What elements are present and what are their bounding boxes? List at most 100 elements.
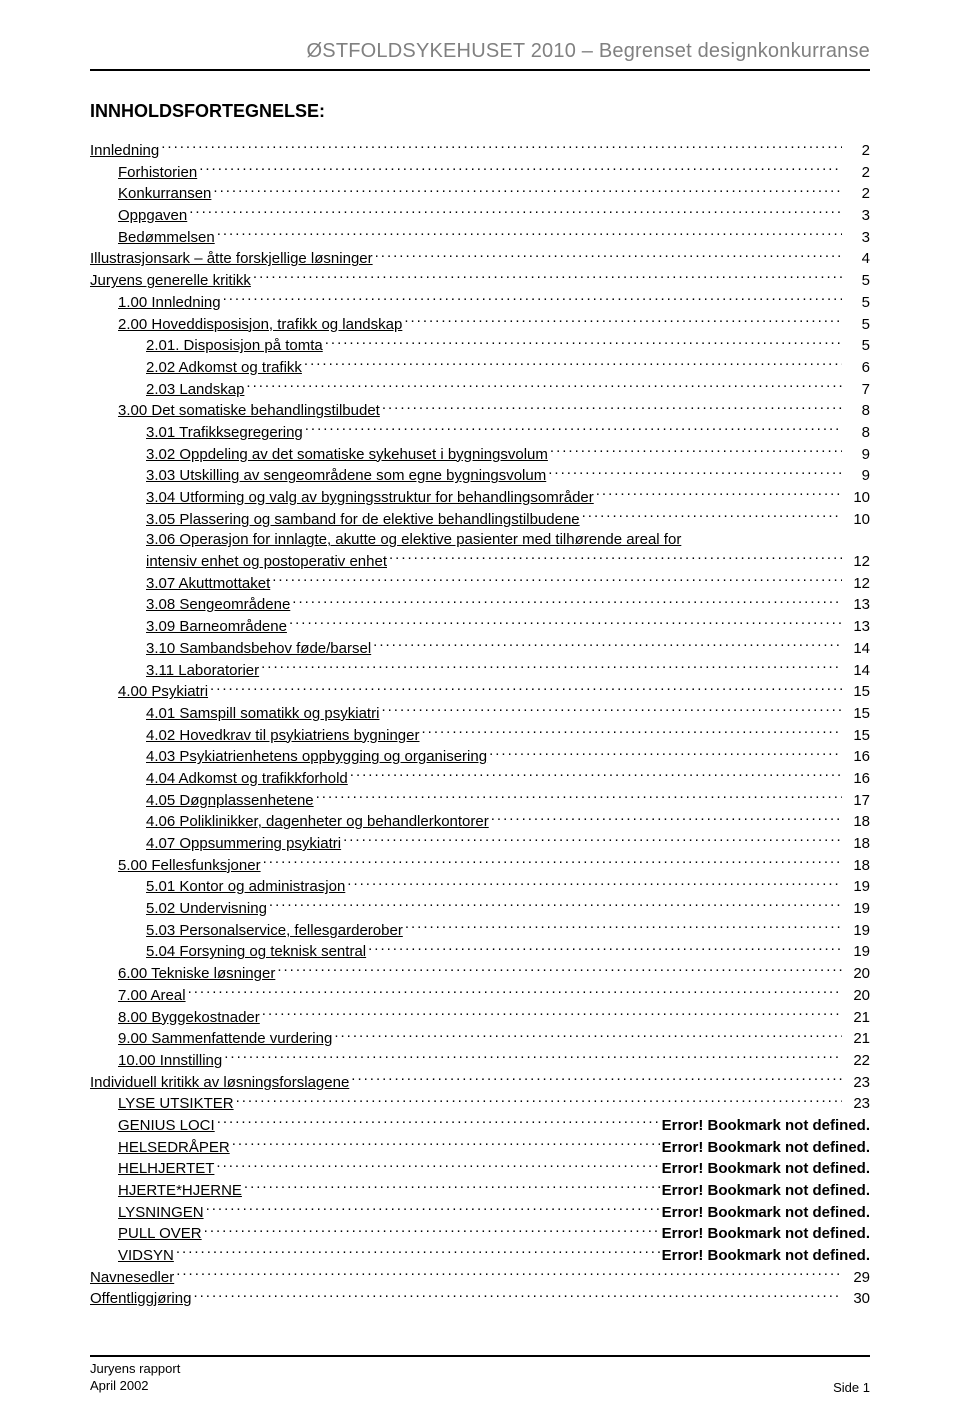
toc-entry-label[interactable]: 1.00 Innledning	[118, 293, 221, 314]
toc-entry-label[interactable]: 5.04 Forsyning og teknisk sentral	[146, 942, 366, 963]
toc-entry[interactable]: 3.11 Laboratorier14	[90, 660, 870, 682]
toc-entry-label[interactable]: Illustrasjonsark – åtte forskjellige løs…	[90, 249, 373, 270]
toc-entry[interactable]: 3.02 Oppdeling av det somatiske sykehuse…	[90, 444, 870, 466]
toc-entry[interactable]: Navnesedler29	[90, 1267, 870, 1289]
toc-entry-label[interactable]: 3.00 Det somatiske behandlingstilbudet	[118, 401, 380, 422]
toc-entry[interactable]: Innledning2	[90, 140, 870, 162]
toc-entry-label[interactable]: HELHJERTET	[118, 1159, 214, 1180]
toc-entry[interactable]: 3.00 Det somatiske behandlingstilbudet8	[90, 400, 870, 422]
toc-entry[interactable]: 4.00 Psykiatri15	[90, 681, 870, 703]
toc-entry-label[interactable]: 3.08 Sengeområdene	[146, 595, 290, 616]
toc-entry[interactable]: 4.03 Psykiatrienhetens oppbygging og org…	[90, 746, 870, 768]
toc-entry[interactable]: 4.04 Adkomst og trafikkforhold16	[90, 768, 870, 790]
toc-entry-label[interactable]: 3.09 Barneområdene	[146, 617, 287, 638]
toc-entry-label[interactable]: 3.10 Sambandsbehov føde/barsel	[146, 639, 371, 660]
toc-entry[interactable]: 3.07 Akuttmottaket12	[90, 573, 870, 595]
toc-entry[interactable]: 3.06 Operasjon for innlagte, akutte og e…	[90, 530, 870, 551]
toc-entry[interactable]: 7.00 Areal20	[90, 985, 870, 1007]
toc-entry-label[interactable]: Individuell kritikk av løsningsforslagen…	[90, 1073, 349, 1094]
toc-entry[interactable]: 5.03 Personalservice, fellesgarderober19	[90, 920, 870, 942]
toc-entry[interactable]: 5.00 Fellesfunksjoner18	[90, 855, 870, 877]
toc-entry-label[interactable]: 2.03 Landskap	[146, 380, 244, 401]
toc-entry[interactable]: 3.10 Sambandsbehov føde/barsel14	[90, 638, 870, 660]
toc-entry[interactable]: 4.07 Oppsummering psykiatri18	[90, 833, 870, 855]
toc-entry[interactable]: Individuell kritikk av løsningsforslagen…	[90, 1072, 870, 1094]
toc-entry[interactable]: 3.04 Utforming og valg av bygningsstrukt…	[90, 487, 870, 509]
toc-entry-label[interactable]: 5.00 Fellesfunksjoner	[118, 856, 261, 877]
toc-entry[interactable]: 3.08 Sengeområdene13	[90, 594, 870, 616]
toc-entry-label[interactable]: 10.00 Innstilling	[118, 1051, 222, 1072]
toc-entry-label[interactable]: PULL OVER	[118, 1224, 202, 1245]
toc-entry-label[interactable]: GENIUS LOCI	[118, 1116, 215, 1137]
toc-entry-label[interactable]: 4.06 Poliklinikker, dagenheter og behand…	[146, 812, 489, 833]
toc-entry-label[interactable]: 4.02 Hovedkrav til psykiatriens bygninge…	[146, 726, 419, 747]
toc-entry[interactable]: 8.00 Byggekostnader21	[90, 1007, 870, 1029]
toc-entry[interactable]: 4.05 Døgnplassenhetene17	[90, 790, 870, 812]
toc-entry-label[interactable]: 4.00 Psykiatri	[118, 682, 208, 703]
toc-entry-label[interactable]: 5.01 Kontor og administrasjon	[146, 877, 345, 898]
toc-entry-label[interactable]: Innledning	[90, 141, 159, 162]
toc-entry[interactable]: 5.04 Forsyning og teknisk sentral19	[90, 941, 870, 963]
toc-entry-label[interactable]: Oppgaven	[118, 206, 187, 227]
toc-entry[interactable]: LYSNINGENError! Bookmark not defined.	[90, 1202, 870, 1224]
toc-entry[interactable]: 1.00 Innledning5	[90, 292, 870, 314]
toc-entry-label[interactable]: 9.00 Sammenfattende vurdering	[118, 1029, 332, 1050]
toc-entry-label[interactable]: Offentliggjøring	[90, 1289, 191, 1310]
toc-entry-label[interactable]: 6.00 Tekniske løsninger	[118, 964, 275, 985]
toc-entry-label[interactable]: 4.07 Oppsummering psykiatri	[146, 834, 341, 855]
toc-entry[interactable]: HELSEDRÅPERError! Bookmark not defined.	[90, 1137, 870, 1159]
toc-entry-label[interactable]: intensiv enhet og postoperativ enhet	[146, 552, 387, 573]
toc-entry[interactable]: GENIUS LOCIError! Bookmark not defined.	[90, 1115, 870, 1137]
toc-entry[interactable]: Juryens generelle kritikk5	[90, 270, 870, 292]
toc-entry[interactable]: intensiv enhet og postoperativ enhet12	[90, 551, 870, 573]
toc-entry-label[interactable]: 7.00 Areal	[118, 986, 186, 1007]
toc-entry-label[interactable]: HJERTE*HJERNE	[118, 1181, 242, 1202]
toc-entry-label[interactable]: VIDSYN	[118, 1246, 174, 1267]
toc-entry[interactable]: 2.00 Hoveddisposisjon, trafikk og landsk…	[90, 314, 870, 336]
toc-entry[interactable]: 5.02 Undervisning19	[90, 898, 870, 920]
toc-entry[interactable]: 4.01 Samspill somatikk og psykiatri15	[90, 703, 870, 725]
toc-entry[interactable]: HJERTE*HJERNEError! Bookmark not defined…	[90, 1180, 870, 1202]
toc-entry[interactable]: 3.05 Plassering og samband for de elekti…	[90, 509, 870, 531]
toc-entry-label[interactable]: 4.01 Samspill somatikk og psykiatri	[146, 704, 379, 725]
toc-entry-label[interactable]: 3.02 Oppdeling av det somatiske sykehuse…	[146, 445, 548, 466]
toc-entry[interactable]: PULL OVERError! Bookmark not defined.	[90, 1223, 870, 1245]
toc-entry[interactable]: Oppgaven3	[90, 205, 870, 227]
toc-entry[interactable]: 6.00 Tekniske løsninger20	[90, 963, 870, 985]
toc-entry[interactable]: 4.06 Poliklinikker, dagenheter og behand…	[90, 811, 870, 833]
toc-entry-label[interactable]: 3.04 Utforming og valg av bygningsstrukt…	[146, 488, 594, 509]
toc-entry[interactable]: 2.03 Landskap7	[90, 379, 870, 401]
toc-entry[interactable]: 2.01. Disposisjon på tomta5	[90, 335, 870, 357]
toc-entry-label[interactable]: 2.01. Disposisjon på tomta	[146, 336, 323, 357]
toc-entry-label[interactable]: Forhistorien	[118, 163, 197, 184]
toc-entry-label[interactable]: 2.00 Hoveddisposisjon, trafikk og landsk…	[118, 315, 402, 336]
toc-entry-label[interactable]: 3.06 Operasjon for innlagte, akutte og e…	[146, 530, 681, 551]
toc-entry-label[interactable]: LYSNINGEN	[118, 1203, 204, 1224]
toc-entry[interactable]: VIDSYNError! Bookmark not defined.	[90, 1245, 870, 1267]
toc-entry-label[interactable]: 3.11 Laboratorier	[146, 661, 259, 682]
toc-entry[interactable]: 4.02 Hovedkrav til psykiatriens bygninge…	[90, 725, 870, 747]
toc-entry-label[interactable]: Juryens generelle kritikk	[90, 271, 251, 292]
toc-entry-label[interactable]: HELSEDRÅPER	[118, 1138, 230, 1159]
toc-entry[interactable]: Bedømmelsen3	[90, 227, 870, 249]
toc-entry[interactable]: Forhistorien2	[90, 162, 870, 184]
toc-entry[interactable]: 5.01 Kontor og administrasjon19	[90, 876, 870, 898]
toc-entry[interactable]: 9.00 Sammenfattende vurdering21	[90, 1028, 870, 1050]
toc-entry-label[interactable]: 2.02 Adkomst og trafikk	[146, 358, 302, 379]
toc-entry[interactable]: Konkurransen2	[90, 183, 870, 205]
toc-entry-label[interactable]: 4.04 Adkomst og trafikkforhold	[146, 769, 348, 790]
toc-entry-label[interactable]: 8.00 Byggekostnader	[118, 1008, 260, 1029]
toc-entry-label[interactable]: Konkurransen	[118, 184, 211, 205]
toc-entry[interactable]: HELHJERTETError! Bookmark not defined.	[90, 1158, 870, 1180]
toc-entry[interactable]: 3.09 Barneområdene13	[90, 616, 870, 638]
toc-entry[interactable]: 3.03 Utskilling av sengeområdene som egn…	[90, 465, 870, 487]
toc-entry[interactable]: Offentliggjøring30	[90, 1288, 870, 1310]
toc-entry-label[interactable]: 3.07 Akuttmottaket	[146, 574, 270, 595]
toc-entry[interactable]: 2.02 Adkomst og trafikk6	[90, 357, 870, 379]
toc-entry-label[interactable]: 4.03 Psykiatrienhetens oppbygging og org…	[146, 747, 487, 768]
toc-entry-label[interactable]: 4.05 Døgnplassenhetene	[146, 791, 314, 812]
toc-entry-label[interactable]: Navnesedler	[90, 1268, 174, 1289]
toc-entry-label[interactable]: Bedømmelsen	[118, 228, 215, 249]
toc-entry[interactable]: 10.00 Innstilling22	[90, 1050, 870, 1072]
toc-entry-label[interactable]: 3.01 Trafikksegregering	[146, 423, 303, 444]
